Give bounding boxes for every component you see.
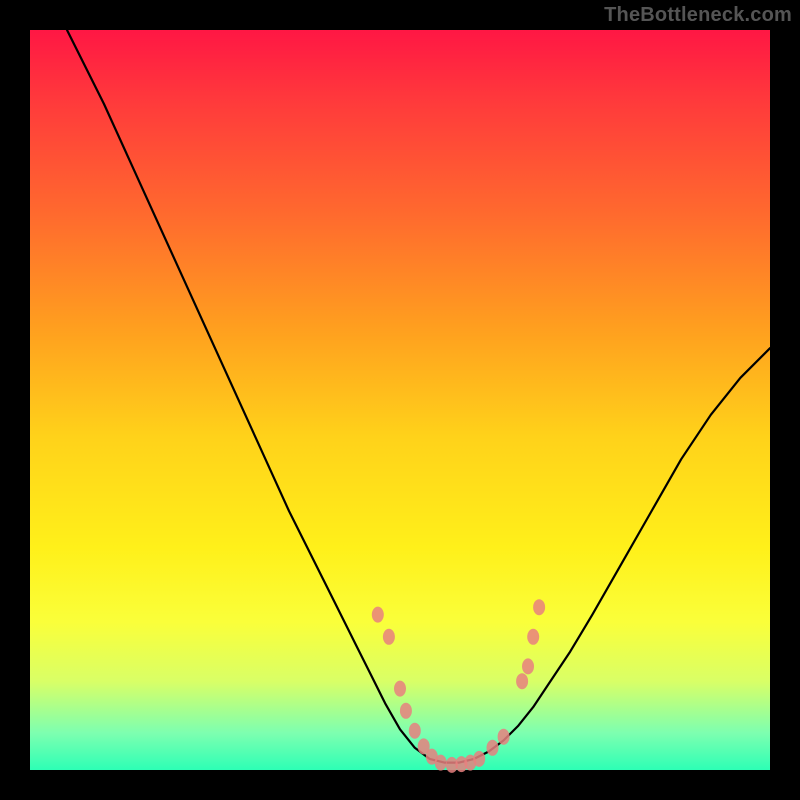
marker-point [473, 751, 485, 767]
marker-point [372, 607, 384, 623]
marker-point [533, 599, 545, 615]
marker-point [435, 755, 447, 771]
marker-point [498, 729, 510, 745]
watermark-text: TheBottleneck.com [604, 4, 792, 27]
marker-point [409, 723, 421, 739]
marker-point [394, 681, 406, 697]
marker-point [400, 703, 412, 719]
marker-point [522, 658, 534, 674]
marker-point [527, 629, 539, 645]
marker-point [487, 740, 499, 756]
bottleneck-chart [0, 0, 800, 800]
marker-point [383, 629, 395, 645]
marker-point [516, 673, 528, 689]
plot-background [30, 30, 770, 770]
chart-container: TheBottleneck.com [0, 0, 800, 800]
